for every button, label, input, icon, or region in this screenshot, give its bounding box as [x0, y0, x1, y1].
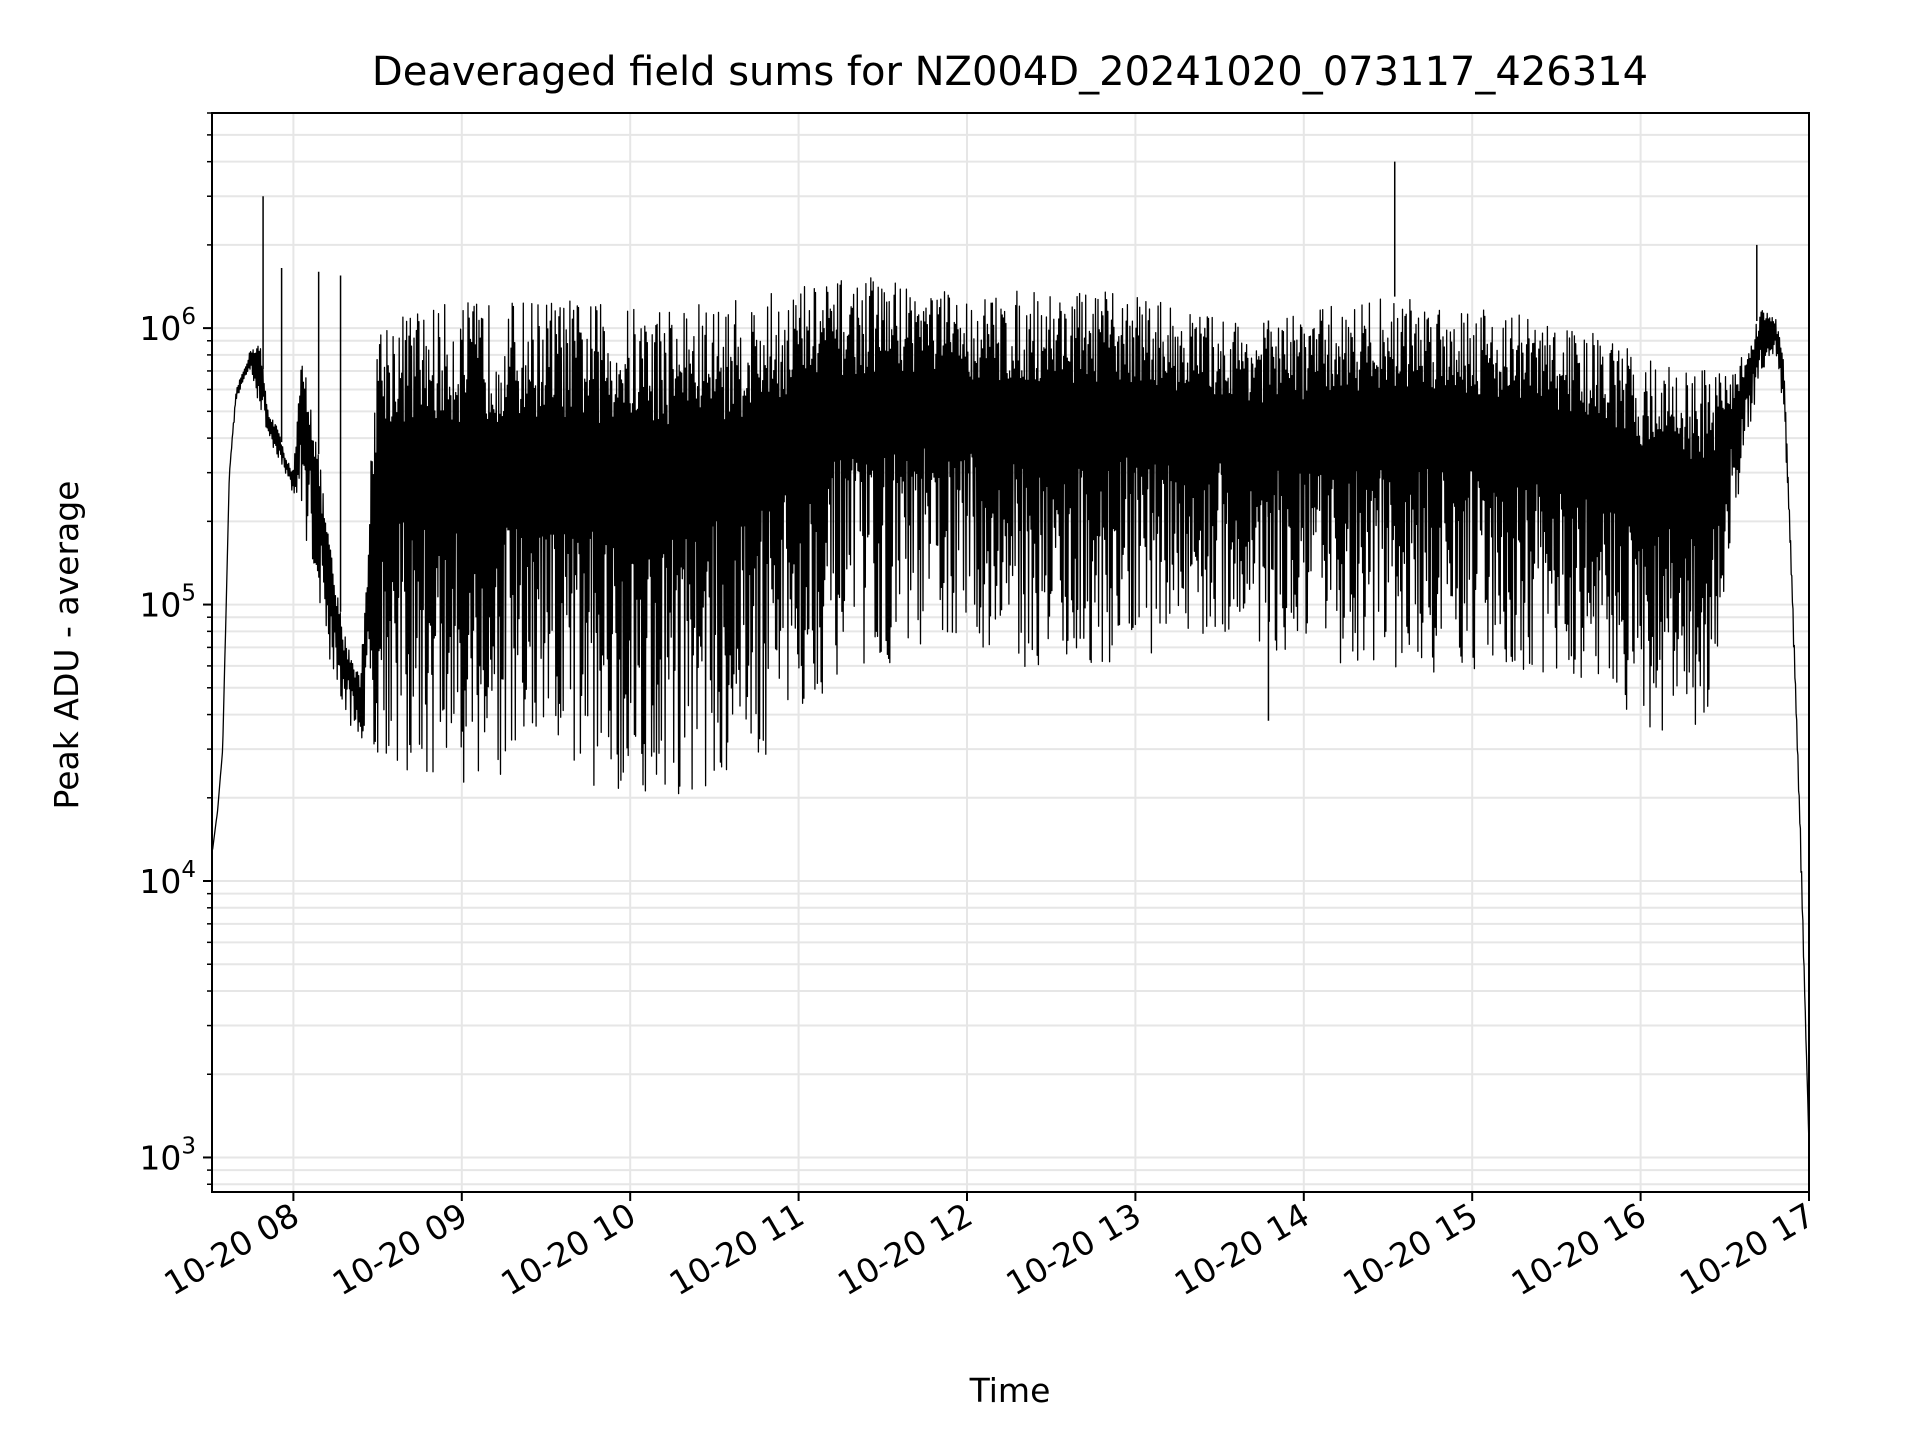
y-axis-label: Peak ADU - average: [47, 481, 86, 810]
y-tick-label: 103: [139, 1133, 196, 1177]
plot-frame: [211, 112, 1810, 1193]
y-axis: 103 104 105 106: [139, 112, 212, 1186]
data-series: [211, 161, 1810, 1147]
chart-title: Deaveraged field sums for NZ004D_2024102…: [372, 49, 1648, 95]
y-tick-label: 105: [139, 581, 196, 625]
series-line: [211, 277, 1810, 1147]
y-tick-label: 104: [139, 857, 196, 901]
x-axis-label: Time: [969, 1371, 1051, 1410]
y-tick-label: 106: [139, 304, 196, 348]
